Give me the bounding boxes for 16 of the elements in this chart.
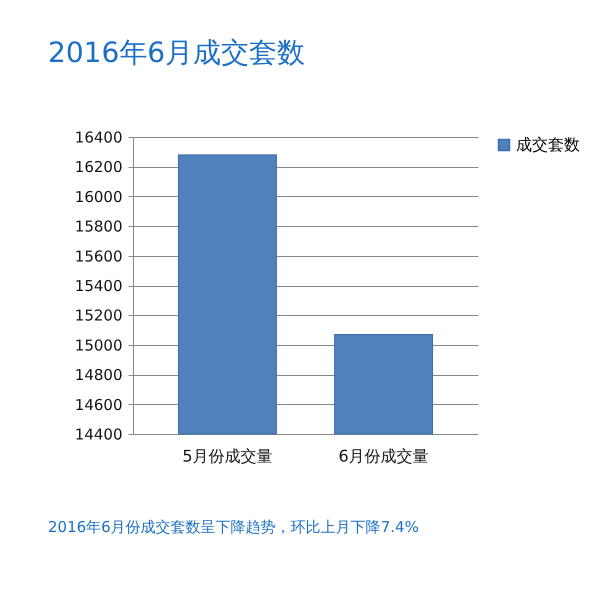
y-tick-label: 14600 (74, 396, 122, 414)
y-tick-label: 16400 (74, 128, 122, 146)
y-tick-label: 16000 (74, 188, 122, 206)
y-tick-label: 14800 (74, 366, 122, 384)
y-tick-label: 15600 (74, 247, 122, 266)
y-tick-label: 15200 (74, 306, 122, 325)
y-tick-label: 16200 (74, 158, 122, 176)
y-tick-label: 14400 (74, 426, 122, 444)
legend-label: 成交套数 (516, 135, 580, 154)
y-tick-label: 15400 (74, 277, 122, 295)
y-tick-label: 15800 (74, 218, 122, 236)
y-tick-label: 15000 (74, 336, 122, 354)
x-tick-label: 5月份成交量 (182, 446, 273, 466)
chart-title: 2016年6月成交套数 (48, 36, 306, 69)
x-tick-label: 6月份成交量 (338, 446, 429, 466)
text: 2016年6月份成交套数呈下降趋势，环比上月下降7.4% (48, 518, 419, 537)
